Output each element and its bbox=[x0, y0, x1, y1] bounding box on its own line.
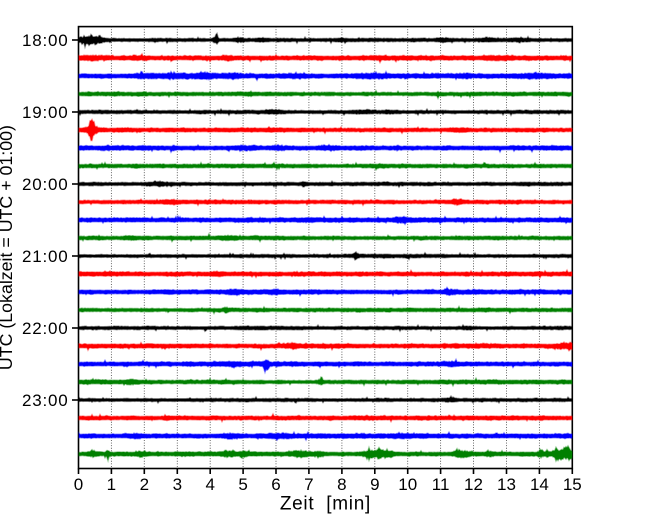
svg-text:Zeit [min]: Zeit [min] bbox=[280, 494, 371, 515]
svg-text:23:00: 23:00 bbox=[22, 391, 69, 410]
svg-text:7: 7 bbox=[304, 475, 313, 494]
svg-text:6: 6 bbox=[271, 475, 280, 494]
svg-text:22:00: 22:00 bbox=[22, 319, 69, 338]
svg-text:14: 14 bbox=[530, 475, 549, 494]
svg-text:2: 2 bbox=[140, 475, 149, 494]
svg-text:10: 10 bbox=[398, 475, 417, 494]
svg-text:5: 5 bbox=[238, 475, 247, 494]
svg-text:3: 3 bbox=[173, 475, 182, 494]
svg-text:9: 9 bbox=[370, 475, 379, 494]
svg-text:21:00: 21:00 bbox=[22, 247, 69, 266]
svg-text:4: 4 bbox=[205, 475, 214, 494]
svg-text:18:00: 18:00 bbox=[22, 31, 69, 50]
svg-text:1: 1 bbox=[107, 475, 116, 494]
svg-text:8: 8 bbox=[337, 475, 346, 494]
svg-text:UTC (Lokalzeit = UTC + 01:00): UTC (Lokalzeit = UTC + 01:00) bbox=[0, 125, 16, 370]
svg-text:15: 15 bbox=[563, 475, 582, 494]
svg-text:13: 13 bbox=[497, 475, 516, 494]
svg-text:0: 0 bbox=[74, 475, 83, 494]
svg-text:19:00: 19:00 bbox=[22, 103, 69, 122]
svg-text:20:00: 20:00 bbox=[22, 175, 69, 194]
svg-text:12: 12 bbox=[464, 475, 483, 494]
svg-text:11: 11 bbox=[432, 475, 450, 494]
